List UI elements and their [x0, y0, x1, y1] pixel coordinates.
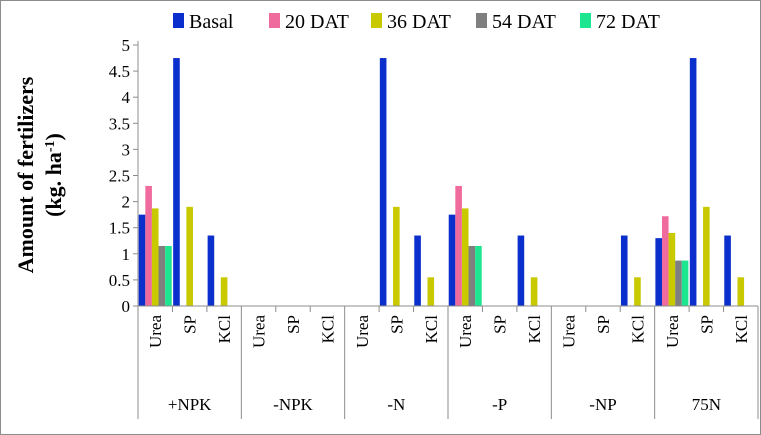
legend-swatch	[580, 13, 591, 28]
x-subcategory-label: Urea	[560, 315, 579, 348]
x-subcategory-label: SP	[594, 315, 613, 334]
bar	[703, 206, 710, 306]
bar	[668, 232, 676, 306]
x-group-label: -NP	[589, 395, 616, 414]
bar	[737, 277, 745, 306]
bar	[517, 235, 525, 306]
bar	[530, 277, 538, 306]
legend-swatch	[476, 13, 487, 28]
x-subcategory-label: Urea	[250, 315, 269, 348]
legend-swatch	[371, 13, 382, 28]
x-subcategory-label: SP	[387, 315, 406, 334]
x-axis-labels: Urea SP KCl +NPK Urea SP KCl -NPK Urea SP KCl -N Ure…	[146, 315, 751, 414]
bar	[186, 206, 193, 306]
bar	[448, 214, 456, 306]
y-tick-label: 0.5	[109, 271, 130, 290]
x-subcategory-label: Urea	[456, 315, 475, 348]
x-subcategory-label: Urea	[146, 315, 165, 348]
x-group-label: -N	[387, 395, 405, 414]
bar	[655, 238, 662, 306]
bar	[207, 235, 215, 306]
bar	[427, 277, 435, 306]
bar	[138, 214, 146, 306]
bar	[475, 245, 482, 306]
bar	[414, 235, 421, 306]
y-tick-label: 2.5	[109, 167, 130, 186]
bar	[455, 185, 462, 306]
y-tick-label: 4.5	[109, 62, 130, 81]
legend-label: 20 DAT	[285, 11, 349, 33]
y-tick-label: 2	[122, 193, 131, 212]
bar	[379, 58, 387, 306]
x-subcategory-label: SP	[181, 315, 200, 334]
axes	[137, 41, 759, 419]
y-tick-label: 5	[122, 36, 131, 55]
x-subcategory-label: SP	[697, 315, 716, 334]
legend-swatch	[173, 13, 184, 28]
x-group-label: +NPK	[168, 395, 212, 414]
y-tick-label: 0	[122, 297, 131, 316]
x-subcategory-label: SP	[491, 315, 510, 334]
y-tick-label: 1.5	[109, 219, 130, 238]
bar	[620, 235, 628, 306]
bar	[173, 58, 180, 306]
legend-label: 54 DAT	[492, 11, 556, 33]
x-subcategory-label: KCl	[215, 315, 234, 344]
x-group-label: 75N	[692, 395, 721, 414]
x-subcategory-label: SP	[284, 315, 303, 334]
x-subcategory-label: KCl	[732, 315, 751, 344]
bar	[661, 216, 669, 306]
legend: Basal 20 DAT 36 DAT 54 DAT 72 DAT	[173, 11, 660, 33]
bar	[689, 58, 697, 306]
y-tick-label: 1	[122, 245, 131, 264]
x-subcategory-label: KCl	[628, 315, 647, 344]
bars	[138, 58, 745, 306]
y-tick-label: 4	[122, 88, 131, 107]
bar	[461, 208, 469, 306]
bar	[393, 206, 400, 306]
y-axis-unit: (kg. ha-1)	[41, 133, 66, 217]
x-group-label: -P	[492, 395, 507, 414]
legend-label: 72 DAT	[596, 11, 660, 33]
bar	[724, 235, 731, 306]
x-subcategory-label: KCl	[318, 315, 337, 344]
y-tick-label: 3.5	[109, 114, 130, 133]
x-subcategory-label: KCl	[525, 315, 544, 344]
bar	[165, 245, 172, 306]
bar	[634, 277, 641, 306]
bar	[151, 208, 159, 306]
y-axis-label: Amount of fertilizers (kg. ha-1)	[13, 76, 66, 273]
x-subcategory-label: KCl	[422, 315, 441, 344]
x-group-label: -NPK	[273, 395, 313, 414]
bar	[675, 260, 682, 306]
y-axis-ticks: 0 0.5 1 1.5 2 2.5 3 3.5 4 4.5 5	[109, 36, 138, 316]
legend-swatch	[269, 13, 280, 28]
y-axis-title: Amount of fertilizers	[13, 76, 38, 273]
bar	[468, 245, 476, 306]
x-subcategory-label: Urea	[353, 315, 372, 348]
legend-label: 36 DAT	[387, 11, 451, 33]
x-subcategory-label: Urea	[663, 315, 682, 348]
bar	[681, 260, 689, 306]
y-tick-label: 3	[122, 140, 131, 159]
legend-label: Basal	[189, 11, 234, 33]
bar	[220, 277, 228, 306]
bar	[145, 185, 152, 306]
bar	[158, 245, 166, 306]
